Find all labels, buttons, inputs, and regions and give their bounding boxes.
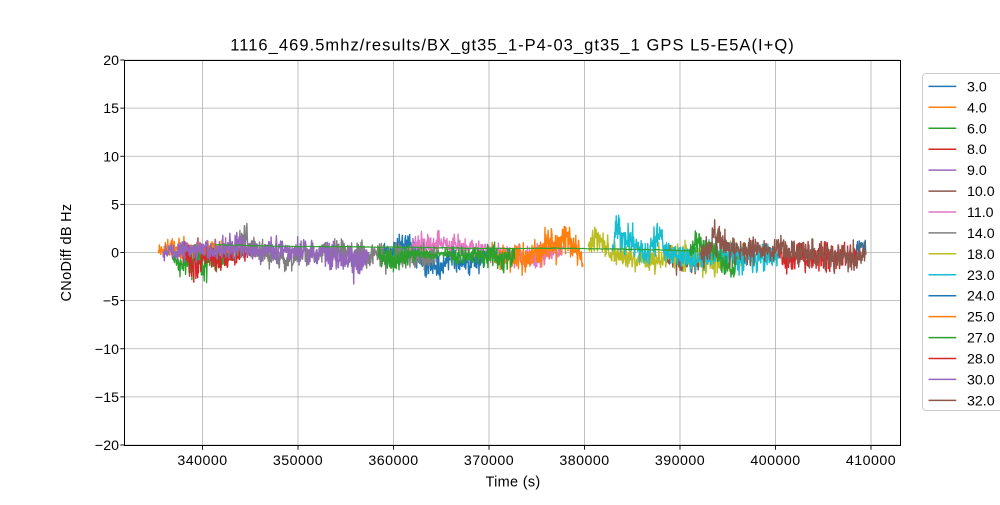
svg-text:10.0: 10.0 [967,184,995,200]
svg-text:23.0: 23.0 [967,268,995,284]
svg-text:24.0: 24.0 [967,289,995,305]
svg-text:4.0: 4.0 [967,100,987,116]
svg-text:380000: 380000 [559,453,609,469]
svg-text:0: 0 [111,246,119,262]
svg-text:10: 10 [103,149,119,165]
svg-text:20: 20 [103,53,119,69]
svg-text:8.0: 8.0 [967,142,987,158]
svg-text:Time (s): Time (s) [485,475,540,491]
svg-text:400000: 400000 [750,453,800,469]
svg-text:340000: 340000 [177,453,227,469]
svg-text:1116_469.5mhz/results/BX_gt35_: 1116_469.5mhz/results/BX_gt35_1-P4-03_gt… [230,37,795,55]
svg-text:6.0: 6.0 [967,121,987,137]
svg-text:410000: 410000 [846,453,896,469]
svg-text:−15: −15 [95,390,119,406]
svg-text:28.0: 28.0 [967,352,995,368]
svg-text:25.0: 25.0 [967,310,995,326]
svg-text:15: 15 [103,101,119,117]
svg-text:390000: 390000 [655,453,705,469]
svg-text:30.0: 30.0 [967,372,995,388]
svg-text:−20: −20 [95,438,119,454]
svg-text:−5: −5 [103,294,119,310]
svg-text:350000: 350000 [273,453,323,469]
svg-text:CNoDiff dB Hz: CNoDiff dB Hz [59,204,75,302]
svg-text:9.0: 9.0 [967,163,987,179]
svg-text:32.0: 32.0 [967,393,995,409]
svg-text:18.0: 18.0 [967,247,995,263]
svg-text:3.0: 3.0 [967,79,987,95]
svg-text:5: 5 [111,198,119,214]
svg-text:11.0: 11.0 [967,205,994,221]
svg-text:360000: 360000 [368,453,418,469]
svg-text:−10: −10 [95,342,119,358]
svg-text:27.0: 27.0 [967,331,995,347]
svg-text:370000: 370000 [464,453,514,469]
svg-text:14.0: 14.0 [967,226,995,242]
